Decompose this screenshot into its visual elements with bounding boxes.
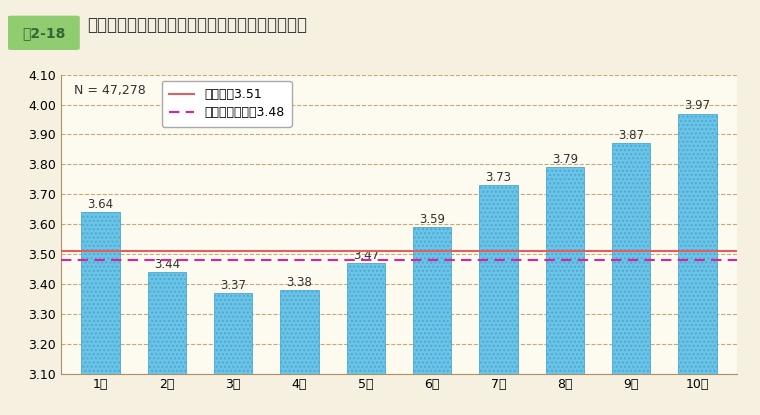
FancyBboxPatch shape bbox=[8, 16, 80, 50]
Bar bbox=[546, 167, 584, 374]
Text: 3.37: 3.37 bbox=[220, 278, 246, 292]
Text: 3.44: 3.44 bbox=[154, 258, 180, 271]
Text: 3.87: 3.87 bbox=[618, 129, 644, 142]
Text: 3.59: 3.59 bbox=[420, 213, 445, 226]
Bar bbox=[413, 227, 451, 374]
Bar bbox=[612, 144, 651, 374]
Bar bbox=[147, 272, 186, 374]
Bar bbox=[214, 293, 252, 374]
Bar bbox=[280, 290, 318, 374]
Bar bbox=[480, 185, 518, 374]
Text: 囲2-18: 囲2-18 bbox=[22, 26, 65, 40]
Text: 3.47: 3.47 bbox=[353, 249, 379, 262]
Text: 3.73: 3.73 bbox=[486, 171, 511, 184]
Legend: 総平均値3.51, 行（一）平均値3.48: 総平均値3.51, 行（一）平均値3.48 bbox=[162, 81, 292, 127]
Text: 3.97: 3.97 bbox=[684, 99, 711, 112]
Text: 3.79: 3.79 bbox=[552, 153, 578, 166]
Text: N = 47,278: N = 47,278 bbox=[74, 84, 146, 97]
Text: 行政職俣給表（一）の職務の級別の回答の平均値: 行政職俣給表（一）の職務の級別の回答の平均値 bbox=[87, 16, 307, 34]
Bar bbox=[347, 263, 385, 374]
Text: 3.64: 3.64 bbox=[87, 198, 114, 211]
Text: 3.38: 3.38 bbox=[287, 276, 312, 289]
Bar bbox=[81, 212, 120, 374]
Bar bbox=[678, 114, 717, 374]
